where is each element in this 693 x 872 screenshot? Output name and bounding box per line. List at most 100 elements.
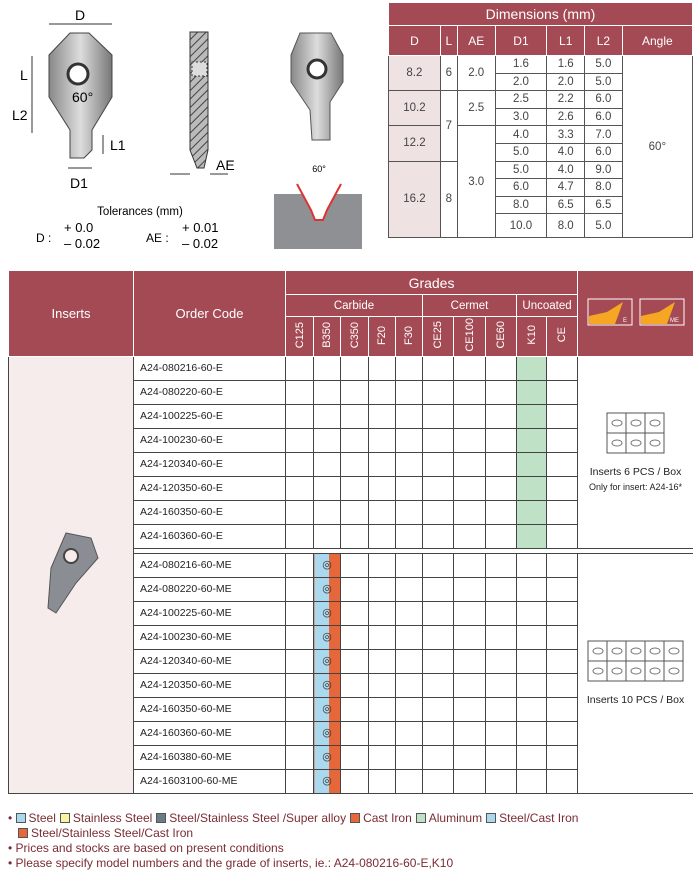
grade-label: CE [556, 327, 569, 343]
chipbreaker-e-icon: E [587, 298, 633, 326]
cell-D: 16.2 [388, 160, 441, 239]
cell: 5.0 [584, 72, 623, 92]
note-text: Prices and stocks are based on present c… [15, 841, 284, 855]
grade-label: C350 [348, 321, 361, 349]
box-label: Inserts 10 PCS / Box [586, 694, 685, 706]
grade-cell-c350 [340, 524, 369, 549]
insert-box-icon [587, 640, 684, 682]
order-code: A24-160350-60-ME [133, 697, 286, 722]
legend-swatch [415, 813, 426, 823]
grade-cell-b350 [313, 476, 341, 501]
order-code: A24-120340-60-E [133, 452, 286, 477]
grade-col-header: CE25 [422, 316, 454, 357]
chipbreaker-icons: E ME [577, 270, 693, 357]
grade-cell-k10 [516, 649, 547, 674]
grade-cell-ce60 [485, 524, 517, 549]
grade-cell-ce [545, 553, 579, 578]
order-code: A24-160360-60-E [133, 524, 286, 549]
grade-cell-ce100 [453, 428, 486, 453]
grade-label: F30 [403, 325, 415, 345]
grade-cell-c350 [340, 577, 369, 602]
cell: 8.0 [494, 195, 548, 215]
label-angle: 60° [72, 89, 93, 105]
grade-cell-ce100 [453, 601, 486, 626]
cell: 5.0 [494, 142, 548, 162]
grade-cell-c125 [285, 673, 314, 698]
legend-item: Steel/Stainless Steel/Cast Iron [18, 826, 193, 840]
order-code: A24-080220-60-ME [133, 577, 286, 602]
grade-cell-c125 [285, 476, 314, 501]
grade-row: C125 B350 C350 F20 F30 CE25 CE100 CE60 K10 CE [9, 316, 693, 357]
order-code: A24-120350-60-ME [133, 673, 286, 698]
cell: 4.0 [546, 142, 586, 162]
grade-cell-ce100 [453, 697, 486, 722]
grade-cell-f20 [368, 649, 396, 674]
grade-cell-b350 [313, 452, 341, 477]
cell: 6.5 [546, 195, 586, 215]
cell: 4.7 [546, 178, 586, 197]
table-row: A24-120340-60-ME ◎ [9, 649, 693, 674]
grade-cell-ce100 [453, 625, 486, 650]
grade-cell-k10 [516, 428, 547, 453]
order-code: A24-080216-60-ME [133, 553, 286, 578]
grade-cell-ce60 [485, 601, 517, 626]
grade-cell-ce25 [422, 553, 454, 578]
grade-cell-k10 [516, 476, 547, 501]
order-code-header: Order Code [133, 270, 286, 357]
grade-cell-f30 [395, 452, 423, 477]
bullet: • [8, 811, 16, 825]
grade-group-header: Cermet [422, 294, 517, 317]
table-row: A24-080216-60-E Inserts 6 PCS / Box Only f… [8, 356, 693, 794]
grade-cell-b350: ◎ [313, 769, 341, 794]
grade-cell-ce60 [485, 577, 517, 602]
cell-AE: 2.5 [456, 90, 496, 127]
cell: 1.6 [546, 55, 586, 74]
cell: 8.0 [584, 178, 623, 197]
grade-cell-f30 [395, 356, 423, 381]
grade-cell-c350 [340, 356, 369, 381]
grade-cell-f20 [368, 673, 396, 698]
grade-cell-k10 [516, 769, 547, 794]
legend-label: Cast Iron [363, 811, 412, 825]
note-text: Please specify model numbers and the gra… [15, 856, 454, 870]
grade-cell-ce100 [453, 649, 486, 674]
order-code: A24-1603100-60-ME [133, 769, 286, 794]
grade-cell-c125 [285, 500, 314, 525]
grade-col-header: CE60 [485, 316, 517, 357]
grade-cell-f20 [368, 769, 396, 794]
cell-D: 12.2 [388, 125, 441, 162]
order-code: A24-100230-60-ME [133, 625, 286, 650]
grade-cell-f30 [395, 524, 423, 549]
label-L: L [20, 67, 28, 83]
grade-cell-ce [545, 500, 579, 525]
grade-cell-k10 [516, 356, 547, 381]
table-row: A24-120350-60-ME ◎ [9, 673, 693, 698]
grades-table: Inserts Order Code Grades E ME Carbide Cermet U… [8, 270, 693, 794]
legend-label: Steel/Stainless Steel /Super alloy [169, 811, 347, 825]
order-code: A24-120350-60-E [133, 476, 286, 501]
grade-cell-ce [545, 601, 579, 626]
grade-cell-ce25 [422, 577, 454, 602]
legend-swatch [486, 813, 497, 823]
tolerance-ae-label: AE : [146, 231, 169, 245]
note: • Prices and stocks are based on present… [8, 841, 284, 855]
grade-cell-ce25 [422, 380, 454, 405]
grade-cell-k10 [516, 524, 547, 549]
grade-cell-k10 [516, 500, 547, 525]
table-row: A24-120350-60-E [9, 476, 693, 501]
grade-cell-f20 [368, 553, 396, 578]
grade-cell-ce100 [453, 500, 486, 525]
tolerances-title: Tolerances (mm) [97, 206, 183, 218]
cell: 5.0 [584, 213, 623, 239]
grade-cell-b350: ◎ [313, 553, 341, 578]
grade-cell-c125 [285, 625, 314, 650]
note: • Please specify model numbers and the g… [8, 856, 454, 870]
grade-cell-b350 [313, 524, 341, 549]
grade-cell-ce60 [485, 673, 517, 698]
grade-cell-ce25 [422, 625, 454, 650]
legend-items: • Steel Stainless Steel Steel/Stainless St… [8, 811, 693, 841]
legend: • Steel Stainless Steel Steel/Stainless St… [8, 811, 693, 871]
grade-cell-ce [545, 673, 579, 698]
grade-cell-c125 [285, 428, 314, 453]
grade-cell-ce25 [422, 524, 454, 549]
